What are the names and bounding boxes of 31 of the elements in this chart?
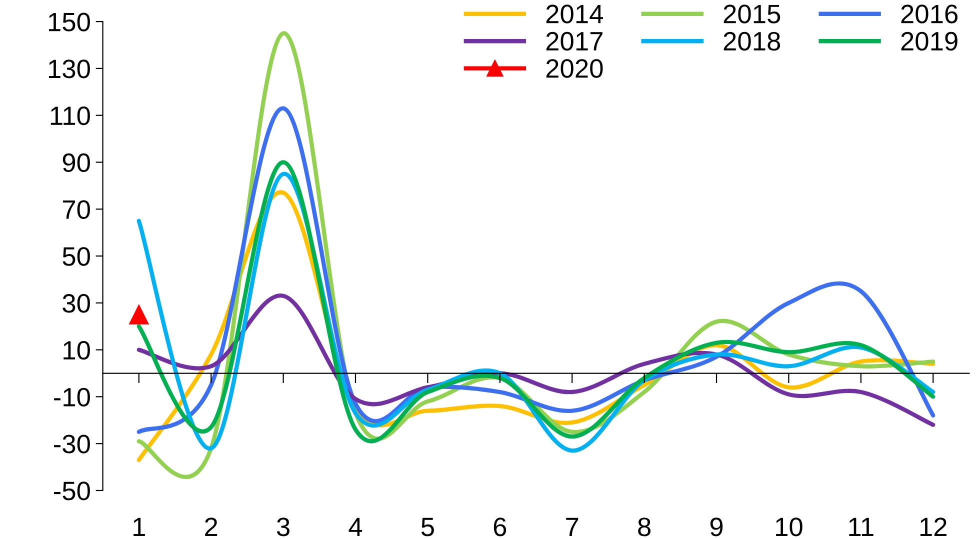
y-tick-label: -10 xyxy=(54,388,90,407)
y-tick-label: 70 xyxy=(62,200,90,219)
y-tick-label: -50 xyxy=(54,482,90,500)
x-tick-label: 4 xyxy=(348,518,362,536)
x-tick-label: 7 xyxy=(566,518,578,536)
legend-label: 2015 xyxy=(724,4,780,24)
x-tick-label: 2 xyxy=(205,518,218,536)
x-tick-label: 11 xyxy=(849,518,874,536)
line-series xyxy=(136,106,936,434)
y-tick-label: 50 xyxy=(62,247,90,266)
legend-label: 2018 xyxy=(724,32,780,51)
y-tick-label: 150 xyxy=(48,12,90,32)
y-tick-label: 90 xyxy=(62,153,90,172)
y-tick-label: 110 xyxy=(50,106,90,126)
legend-label: 2017 xyxy=(546,32,602,51)
x-tick-label: 9 xyxy=(710,518,723,536)
x-tick-label: 3 xyxy=(276,518,290,536)
legend-label: 2020 xyxy=(546,59,603,78)
x-tick-label: 10 xyxy=(776,518,802,536)
x-tick-label: 1 xyxy=(134,518,145,536)
y-tick-label: 30 xyxy=(62,294,90,313)
y-tick-label: 130 xyxy=(48,60,90,78)
y-tick-label: 10 xyxy=(64,340,90,360)
legend-label: 2019 xyxy=(901,32,958,51)
legend-label: 2014 xyxy=(546,4,603,24)
y-tick-label: -30 xyxy=(54,434,90,454)
x-tick-label: 8 xyxy=(638,518,650,536)
x-tick-label: 6 xyxy=(494,518,506,536)
legend-label: 2016 xyxy=(901,4,958,24)
x-tick-label: 5 xyxy=(421,518,434,536)
x-tick-label: 12 xyxy=(920,518,946,536)
